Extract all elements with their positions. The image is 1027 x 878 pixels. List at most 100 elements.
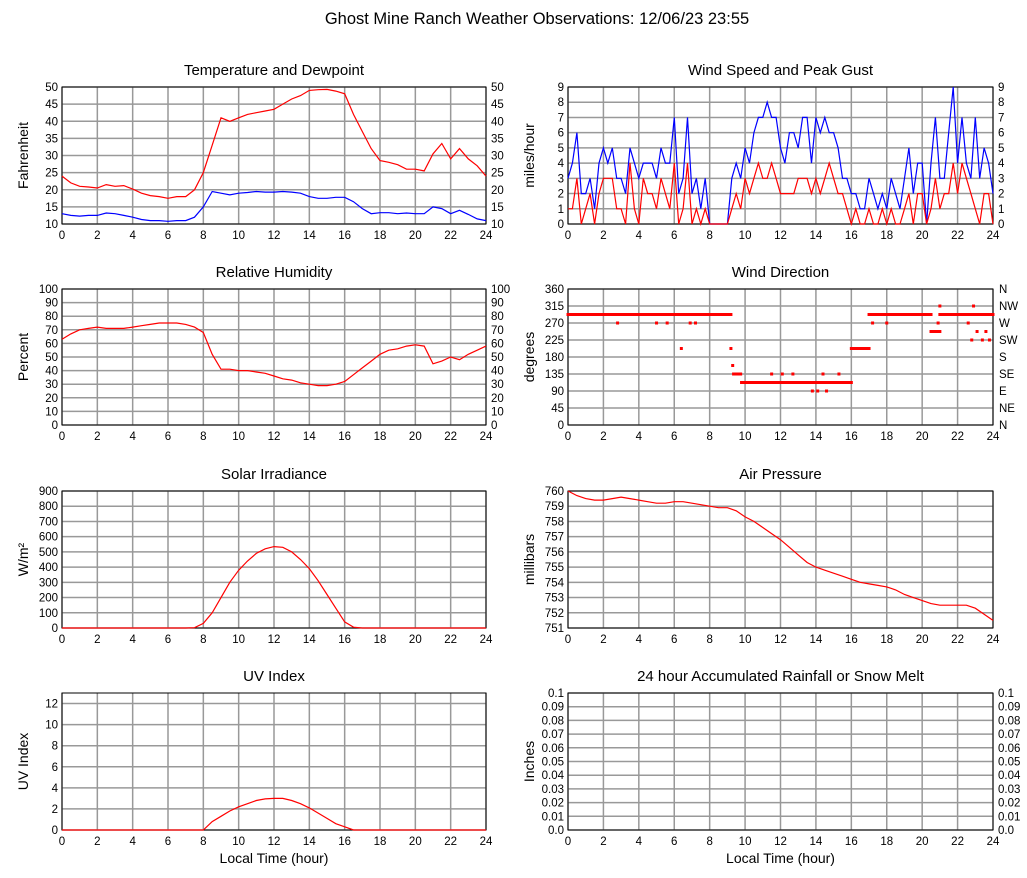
x-tick-label: 4	[129, 634, 136, 646]
x-tick-label: 4	[636, 431, 643, 443]
y-tick-label-right: 25	[491, 168, 504, 180]
x-tick-label: 12	[774, 230, 787, 242]
y-tick-label: 0	[52, 825, 58, 837]
direction-point	[794, 381, 798, 384]
y-tick-label-right: 3	[998, 173, 1004, 185]
x-tick-label: 6	[671, 634, 677, 646]
series-line-solar-irradiance	[62, 545, 486, 629]
direction-point	[826, 381, 830, 384]
direction-point	[669, 313, 673, 316]
direction-point	[929, 313, 933, 316]
direction-point	[699, 313, 703, 316]
x-tick-label: 24	[987, 634, 1000, 646]
x-tick-label: 18	[880, 431, 893, 443]
x-tick-label: 6	[671, 431, 677, 443]
direction-point	[612, 313, 616, 316]
direction-point	[979, 313, 983, 316]
direction-point	[897, 313, 901, 316]
direction-point	[984, 330, 988, 333]
y-tick-label: 90	[551, 386, 564, 398]
y-tick-label-right: 8	[998, 97, 1004, 109]
y-tick-label: 6	[558, 128, 564, 140]
direction-point	[779, 381, 782, 384]
x-tick-label: 0	[59, 431, 65, 443]
x-tick-label: 6	[671, 230, 677, 242]
x-tick-label: 20	[409, 836, 422, 848]
direction-point	[731, 364, 735, 367]
direction-point	[848, 381, 852, 384]
y-tick-label-right: 0.05	[998, 757, 1020, 769]
direction-point	[878, 313, 882, 316]
direction-point	[833, 381, 837, 384]
direction-point	[617, 313, 621, 316]
compass-label: NE	[999, 403, 1015, 415]
x-tick-label: 24	[987, 836, 1000, 848]
direction-point	[980, 338, 984, 342]
direction-point	[637, 313, 641, 316]
direction-point	[927, 313, 931, 316]
direction-point	[805, 381, 809, 384]
direction-point	[879, 313, 883, 316]
direction-point	[692, 313, 696, 316]
direction-point	[695, 313, 699, 316]
direction-point	[739, 372, 743, 376]
direction-point	[894, 313, 898, 316]
direction-point	[984, 313, 988, 316]
direction-point	[578, 313, 582, 316]
direction-point	[970, 313, 974, 316]
y-tick-label-right: 50	[491, 352, 504, 364]
y-tick-label: 8	[558, 97, 564, 109]
x-tick-label: 8	[200, 230, 206, 242]
x-tick-label: 14	[810, 431, 823, 443]
direction-point	[735, 372, 739, 376]
y-tick-label-right: 35	[491, 133, 504, 145]
y-tick-label: 1	[558, 204, 564, 216]
direction-point	[740, 381, 744, 384]
y-tick-label-right: 90	[491, 298, 504, 310]
x-tick-label: 8	[200, 431, 206, 443]
y-axis-label: miles/hour	[521, 123, 537, 188]
direction-point	[966, 313, 970, 316]
direction-point	[773, 381, 777, 384]
x-tick-label: 6	[165, 230, 171, 242]
direction-point	[986, 313, 990, 316]
direction-point	[858, 347, 862, 350]
direction-point	[708, 313, 712, 316]
x-tick-label: 4	[636, 230, 643, 242]
y-tick-label: 0.04	[542, 770, 565, 782]
y-tick-label-right: 0.03	[998, 784, 1020, 796]
compass-label: E	[999, 386, 1007, 398]
direction-point	[623, 313, 627, 316]
y-tick-label: 0.09	[542, 702, 564, 714]
x-tick-label: 14	[303, 634, 316, 646]
direction-point	[844, 381, 848, 384]
y-tick-label: 5	[558, 143, 564, 155]
direction-point	[812, 381, 816, 384]
direction-point	[892, 313, 896, 316]
x-tick-label: 8	[200, 836, 206, 848]
x-tick-label: 14	[810, 230, 823, 242]
y-tick-label: 360	[545, 284, 564, 296]
x-tick-label: 4	[636, 634, 643, 646]
y-tick-label: 0	[558, 420, 564, 432]
direction-point	[860, 347, 864, 350]
direction-point	[975, 330, 979, 333]
direction-point	[601, 313, 605, 316]
direction-point	[876, 313, 880, 316]
y-tick-label-right: 0.0	[998, 825, 1014, 837]
y-tick-label: 60	[45, 338, 58, 350]
direction-point	[972, 313, 976, 316]
direction-point	[732, 372, 736, 376]
direction-point	[672, 313, 676, 316]
y-tick-label: 0.03	[542, 784, 564, 796]
direction-point	[989, 313, 993, 316]
x-tick-label: 12	[268, 634, 281, 646]
y-tick-label-right: 40	[491, 116, 504, 128]
x-tick-label: 14	[810, 836, 823, 848]
x-tick-label: 0	[565, 836, 571, 848]
y-tick-label: 20	[45, 185, 58, 197]
direction-point	[775, 381, 779, 384]
direction-point	[635, 313, 639, 316]
direction-point	[676, 313, 680, 316]
